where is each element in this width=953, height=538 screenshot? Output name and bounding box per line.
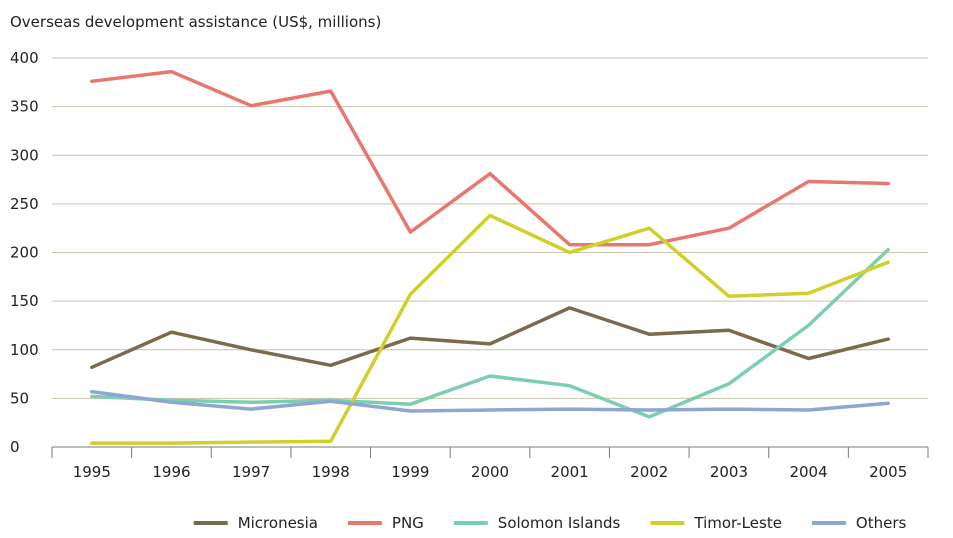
series-lines <box>90 69 890 445</box>
y-tick-label: 250 <box>10 195 39 213</box>
legend-label: PNG <box>392 514 424 532</box>
y-tick-label: 400 <box>10 49 39 67</box>
y-tick-label: 50 <box>10 389 29 407</box>
legend-label: Timor-Leste <box>693 514 782 532</box>
series-line-png <box>90 69 890 247</box>
gridlines <box>52 57 928 399</box>
x-tick-label: 1996 <box>152 463 190 481</box>
x-tick-label: 1998 <box>312 463 350 481</box>
y-tick-label: 150 <box>10 292 39 310</box>
legend-item-micronesia: Micronesia <box>193 514 318 532</box>
y-tick-label: 200 <box>10 244 39 262</box>
legend-label: Others <box>856 514 907 532</box>
legend: Micronesia PNG Solomon Islands Timor-Leste O… <box>193 514 907 532</box>
x-tick-label: 1995 <box>73 463 111 481</box>
x-tick-label: 2001 <box>551 463 589 481</box>
y-tick-label: 350 <box>10 98 39 116</box>
x-tick-label: 2003 <box>710 463 748 481</box>
legend-item-solomon-islands: Solomon Islands <box>453 514 621 532</box>
x-tick-label: 2000 <box>471 463 509 481</box>
y-tick-label: 100 <box>10 341 39 359</box>
legend-item-others: Others <box>811 514 907 532</box>
series-line-solomon-islands <box>90 247 890 419</box>
y-tick-label: 300 <box>10 146 39 164</box>
legend-label: Micronesia <box>238 514 318 532</box>
x-tick-label: 2005 <box>869 463 907 481</box>
x-tick-label: 1997 <box>232 463 270 481</box>
x-tick-label: 1999 <box>391 463 429 481</box>
y-tick-label: 0 <box>10 438 20 456</box>
chart-title: Overseas development assistance (US$, mi… <box>10 13 381 31</box>
series-line-micronesia <box>90 306 890 370</box>
series-line-others <box>90 389 890 413</box>
series-line-timor-leste <box>90 213 890 445</box>
legend-item-timor-leste: Timor-Leste <box>650 514 782 532</box>
x-tick-label: 2002 <box>630 463 668 481</box>
x-tick-label: 2004 <box>789 463 827 481</box>
legend-label: Solomon Islands <box>498 514 621 532</box>
legend-item-png: PNG <box>347 514 424 532</box>
axes: 0 50 100 150 200 250 300 350 400 1995 1996 1997 1998… <box>10 49 929 481</box>
